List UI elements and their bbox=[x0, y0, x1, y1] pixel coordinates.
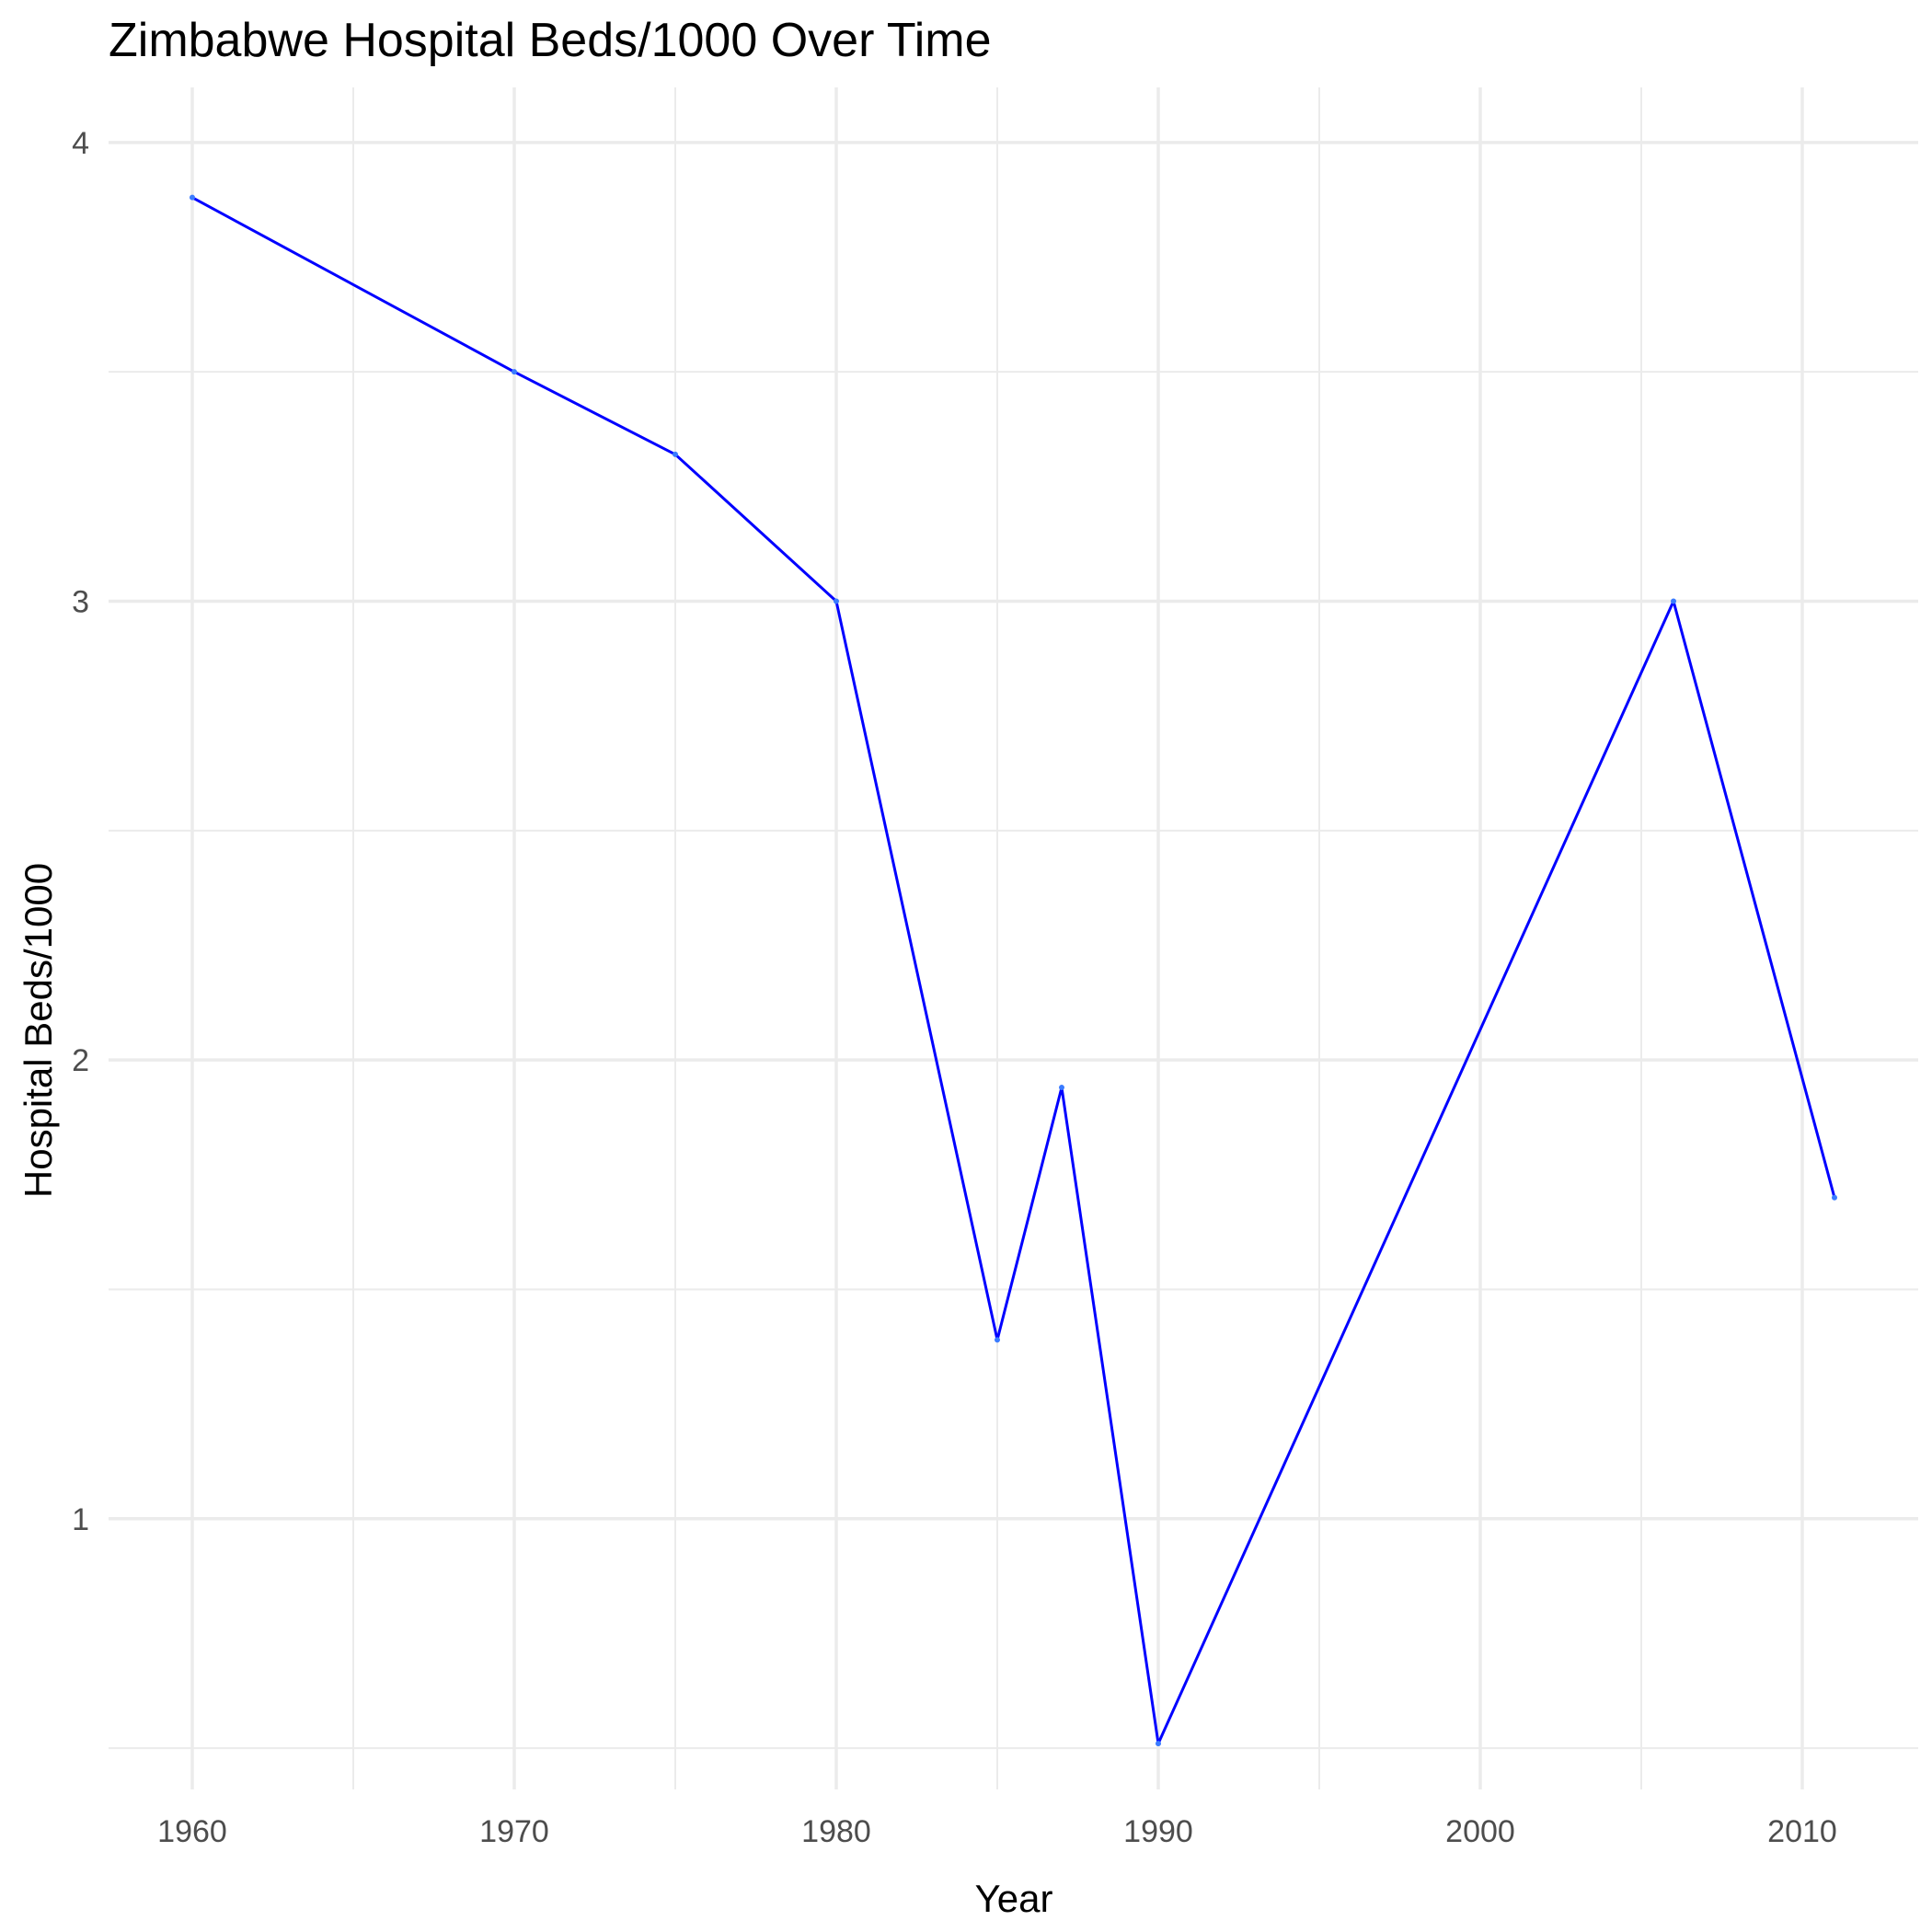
data-point bbox=[1059, 1085, 1064, 1091]
data-point bbox=[673, 451, 678, 457]
data-point bbox=[834, 598, 839, 604]
x-tick-label: 1970 bbox=[479, 1814, 549, 1849]
y-axis-ticks: 1 2 3 4 bbox=[72, 126, 89, 1537]
x-tick-label: 1980 bbox=[801, 1814, 871, 1849]
x-tick-label: 2010 bbox=[1767, 1814, 1837, 1849]
data-point bbox=[1832, 1194, 1837, 1201]
x-tick-label: 1960 bbox=[157, 1814, 227, 1849]
y-tick-label: 2 bbox=[72, 1043, 89, 1078]
y-tick-label: 1 bbox=[72, 1502, 89, 1537]
series-layer bbox=[190, 194, 1837, 1747]
data-point bbox=[1156, 1741, 1161, 1747]
x-axis-title: Year bbox=[975, 1877, 1053, 1920]
major-gridlines bbox=[109, 87, 1918, 1789]
data-point bbox=[512, 369, 517, 375]
x-tick-label: 2000 bbox=[1445, 1814, 1515, 1849]
x-axis-ticks: 1960 1970 1980 1990 2000 2010 bbox=[157, 1814, 1837, 1849]
chart-title: Zimbabwe Hospital Beds/1000 Over Time bbox=[109, 14, 992, 67]
data-point bbox=[190, 194, 195, 201]
minor-gridlines bbox=[109, 87, 1918, 1789]
series-line bbox=[191, 196, 1836, 1745]
x-tick-label: 1990 bbox=[1123, 1814, 1193, 1849]
data-point bbox=[995, 1337, 1000, 1343]
y-tick-label: 4 bbox=[72, 126, 89, 161]
y-tick-label: 3 bbox=[72, 584, 89, 619]
data-point bbox=[1671, 598, 1676, 604]
y-axis-title: Hospital Beds/1000 bbox=[17, 863, 60, 1198]
